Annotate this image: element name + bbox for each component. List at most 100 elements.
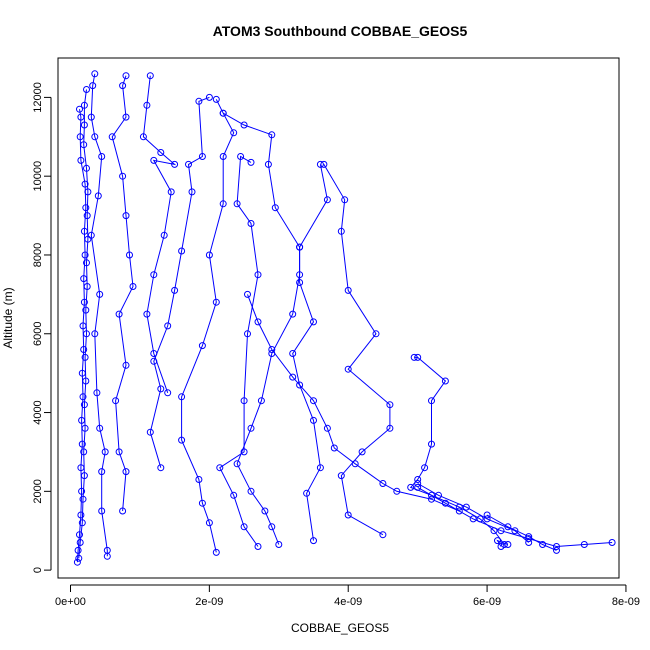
series-line <box>90 73 108 557</box>
series-15 <box>414 483 616 550</box>
data-point <box>150 357 158 365</box>
series-line <box>149 96 210 468</box>
data-point <box>330 444 338 452</box>
data-point <box>219 153 227 160</box>
data-point <box>244 290 251 298</box>
data-point <box>247 424 255 432</box>
x-axis: 0e+00 2e-09 4e-09 6e-09 8e-09 <box>55 584 640 608</box>
x-tick-label: 0e+00 <box>55 596 86 608</box>
series-line <box>219 155 259 547</box>
data-point <box>83 330 90 338</box>
data-point <box>414 483 422 491</box>
data-point <box>483 515 491 523</box>
data-point <box>164 322 172 330</box>
data-point <box>428 397 435 405</box>
data-point <box>497 543 505 550</box>
data-point <box>240 397 248 405</box>
data-point <box>76 133 84 141</box>
data-point <box>96 424 104 432</box>
data-point <box>247 158 255 166</box>
x-tick-label: 8e-09 <box>612 596 640 608</box>
data-point <box>511 527 519 535</box>
data-point <box>240 448 248 456</box>
data-point <box>296 381 304 389</box>
data-point <box>78 440 86 448</box>
data-point <box>146 428 154 436</box>
data-point <box>323 424 331 432</box>
data-point <box>410 353 418 361</box>
data-point <box>129 283 137 290</box>
data-point <box>344 286 352 294</box>
data-point <box>414 353 422 361</box>
data-point <box>441 499 449 507</box>
series-0 <box>73 105 90 566</box>
data-point <box>122 212 130 220</box>
data-point <box>126 251 133 259</box>
series-12 <box>407 353 508 548</box>
data-point <box>143 310 151 318</box>
data-point <box>296 279 304 286</box>
data-marks <box>73 70 616 566</box>
data-point <box>78 519 86 527</box>
data-point <box>358 448 366 456</box>
data-point <box>122 361 130 369</box>
data-point <box>82 306 90 314</box>
data-point <box>115 310 123 318</box>
data-point <box>185 160 192 168</box>
data-point <box>80 101 88 109</box>
data-point <box>414 476 422 483</box>
data-point <box>344 365 352 373</box>
data-point <box>310 416 317 424</box>
data-point <box>115 448 123 456</box>
series-5 <box>146 93 213 472</box>
data-point <box>337 472 345 480</box>
y-tick-label: 4000 <box>32 400 44 424</box>
series-line <box>247 294 460 512</box>
data-point <box>254 318 262 326</box>
data-point <box>78 487 86 495</box>
data-point <box>164 389 172 397</box>
series-16 <box>494 537 512 550</box>
data-point <box>264 160 272 168</box>
data-point <box>77 511 85 519</box>
data-point <box>504 541 512 548</box>
data-point <box>296 243 304 251</box>
series-13 <box>414 480 533 546</box>
series-line <box>78 89 89 559</box>
series-14 <box>483 511 560 554</box>
data-point <box>108 133 116 141</box>
data-point <box>407 483 415 491</box>
data-point <box>268 523 276 531</box>
data-point <box>205 251 213 259</box>
data-point <box>212 298 220 306</box>
x-tick-label: 6e-09 <box>473 596 501 608</box>
data-point <box>435 491 442 499</box>
data-point <box>212 95 220 103</box>
data-point <box>81 353 89 361</box>
data-point <box>81 180 89 188</box>
data-point <box>195 476 203 483</box>
chart-title: ATOM3 Southbound COBBAE_GEOS5 <box>213 23 468 39</box>
data-point <box>79 495 87 503</box>
data-point <box>171 160 179 168</box>
data-point <box>275 541 283 548</box>
data-point <box>91 133 99 141</box>
data-point <box>289 373 297 381</box>
data-point <box>261 507 269 515</box>
data-point <box>483 511 491 519</box>
data-point <box>344 511 352 519</box>
data-point <box>198 499 206 507</box>
data-point <box>80 346 88 353</box>
data-point <box>247 220 255 227</box>
data-point <box>212 548 220 556</box>
data-point <box>525 533 533 541</box>
data-point <box>289 310 297 318</box>
data-point <box>216 464 224 472</box>
series-line <box>486 514 557 551</box>
data-point <box>268 131 276 139</box>
data-point <box>310 318 317 326</box>
data-point <box>76 105 83 113</box>
data-point <box>268 346 276 353</box>
data-point <box>320 160 328 168</box>
data-point <box>82 204 90 212</box>
